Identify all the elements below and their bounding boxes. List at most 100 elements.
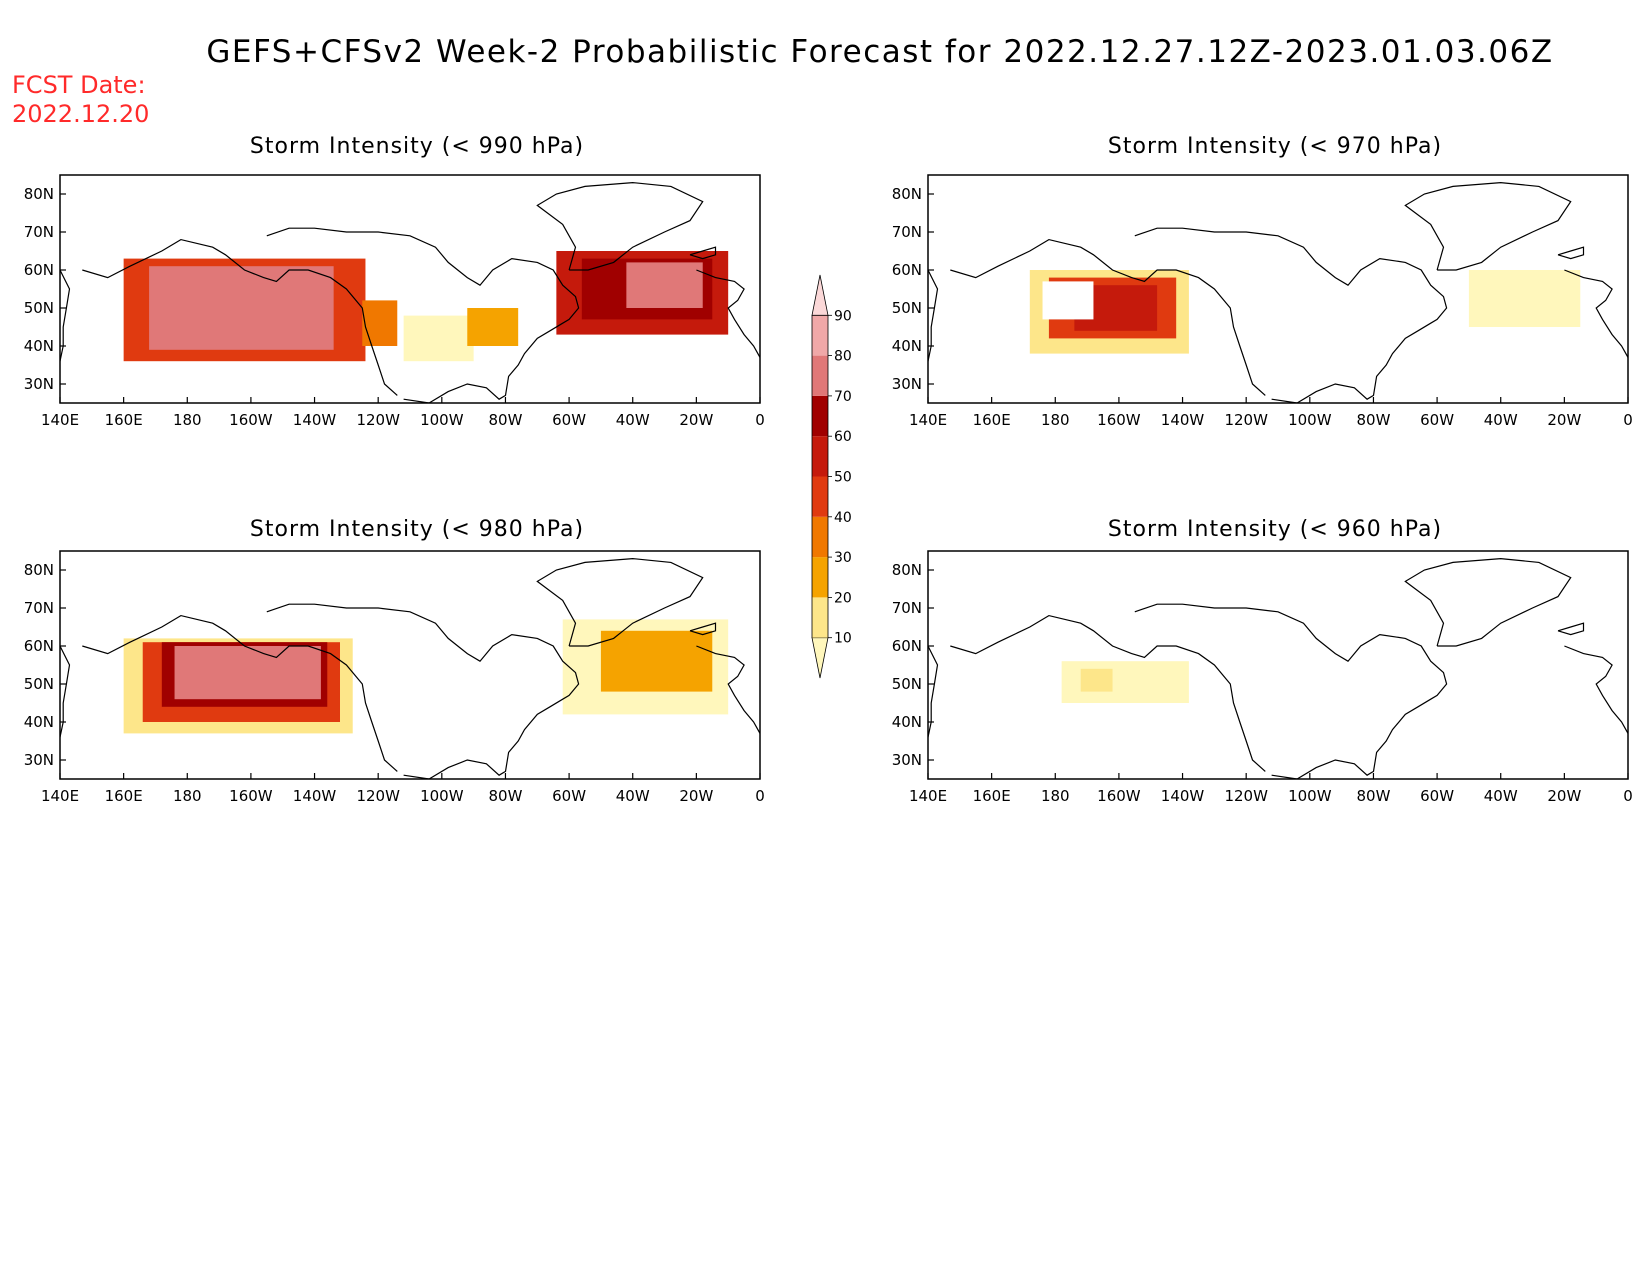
colorbar-label: 10 xyxy=(834,631,852,647)
lon-tick-label: 0 xyxy=(755,787,765,805)
lon-tick-label: 140E xyxy=(909,411,947,429)
lat-tick-label: 50N xyxy=(24,299,54,317)
coastline xyxy=(60,645,71,738)
probability-cell xyxy=(467,308,519,346)
lon-tick-label: 180 xyxy=(173,411,202,429)
colorbar-swatch xyxy=(812,395,828,437)
lon-tick-label: 100W xyxy=(1288,787,1332,805)
lat-tick-label: 60N xyxy=(892,261,922,279)
fcst-date-label: FCST Date: xyxy=(12,71,146,99)
coastline xyxy=(1134,227,1448,403)
lon-tick-label: 160E xyxy=(973,411,1011,429)
coastline xyxy=(696,645,760,734)
lon-tick-label: 60W xyxy=(1420,787,1454,805)
colorbar-swatch xyxy=(812,436,828,477)
lon-tick-label: 160W xyxy=(1097,787,1141,805)
probability-cell xyxy=(1080,668,1113,692)
lon-tick-label: 140W xyxy=(293,787,337,805)
lat-tick-label: 80N xyxy=(24,185,54,203)
probability-cell xyxy=(403,315,474,362)
lon-tick-label: 140W xyxy=(293,411,337,429)
lon-tick-label: 60W xyxy=(552,787,586,805)
fcst-date-value: 2022.12.20 xyxy=(12,100,149,128)
lon-tick-label: 60W xyxy=(1420,411,1454,429)
panel-title: Storm Intensity (< 960 hPa) xyxy=(1108,517,1442,542)
colorbar-label: 90 xyxy=(834,308,852,324)
lon-tick-label: 40W xyxy=(1484,787,1518,805)
lon-tick-label: 80W xyxy=(1356,411,1390,429)
coastline xyxy=(1404,557,1572,647)
lat-tick-label: 80N xyxy=(24,561,54,579)
lat-tick-label: 80N xyxy=(892,561,922,579)
lat-tick-label: 40N xyxy=(892,337,922,355)
coastline xyxy=(1404,181,1572,271)
lon-tick-label: 0 xyxy=(1623,411,1633,429)
coastline xyxy=(536,181,704,271)
map-frame xyxy=(927,550,1629,780)
map-panel-1: Storm Intensity (< 990 hPa) 140E 160E 180 16… xyxy=(24,134,765,429)
lon-tick-label: 20W xyxy=(1547,787,1581,805)
coastline xyxy=(1134,603,1448,779)
lon-tick-label: 20W xyxy=(679,411,713,429)
lat-tick-label: 30N xyxy=(892,751,922,769)
lon-tick-label: 140W xyxy=(1161,787,1205,805)
main-title: GEFS+CFSv2 Week-2 Probabilistic Forecast… xyxy=(206,34,1553,70)
lon-tick-label: 140E xyxy=(41,411,79,429)
probability-cell xyxy=(600,630,713,692)
coastline xyxy=(928,269,939,362)
coastline xyxy=(266,603,580,779)
lat-tick-label: 50N xyxy=(892,675,922,693)
lon-tick-label: 20W xyxy=(679,787,713,805)
panel-title: Storm Intensity (< 990 hPa) xyxy=(250,134,584,159)
probability-cell xyxy=(1468,270,1581,327)
lat-tick-label: 30N xyxy=(24,375,54,393)
lon-tick-label: 140W xyxy=(1161,411,1205,429)
lon-tick-label: 100W xyxy=(1288,411,1332,429)
lat-tick-label: 60N xyxy=(24,637,54,655)
lat-tick-label: 50N xyxy=(892,299,922,317)
colorbar-label: 60 xyxy=(834,429,852,445)
lon-tick-label: 160E xyxy=(105,787,143,805)
lat-tick-label: 30N xyxy=(24,751,54,769)
coastline xyxy=(689,246,717,260)
map-panel-2: Storm Intensity (< 970 hPa) 140E 160E 180 16… xyxy=(892,134,1633,429)
coastline xyxy=(696,269,760,358)
lon-tick-label: 100W xyxy=(420,787,464,805)
map-panel-4: Storm Intensity (< 960 hPa) 140E 160E 180 16… xyxy=(892,517,1633,805)
coastline xyxy=(689,622,717,636)
map-panel-3: Storm Intensity (< 980 hPa) 140E 160E 180 16… xyxy=(24,517,765,805)
lat-tick-label: 60N xyxy=(892,637,922,655)
lon-tick-label: 40W xyxy=(1484,411,1518,429)
map-frame xyxy=(59,550,761,780)
lon-tick-label: 100W xyxy=(420,411,464,429)
lon-tick-label: 80W xyxy=(1356,787,1390,805)
map-frame xyxy=(59,174,761,404)
lat-tick-label: 70N xyxy=(24,223,54,241)
colorbar-label: 40 xyxy=(834,510,852,526)
colorbar-swatch xyxy=(811,637,829,679)
coastline xyxy=(266,227,580,403)
colorbar-swatch xyxy=(812,557,828,598)
coastline xyxy=(536,557,704,647)
lat-tick-label: 40N xyxy=(892,713,922,731)
probability-cell xyxy=(626,262,703,308)
coastline xyxy=(928,645,939,738)
lat-tick-label: 30N xyxy=(892,375,922,393)
lat-tick-label: 70N xyxy=(24,599,54,617)
lon-tick-label: 160E xyxy=(973,787,1011,805)
probability-cell xyxy=(149,266,334,350)
coastline xyxy=(1557,622,1585,636)
lat-tick-label: 40N xyxy=(24,713,54,731)
coastline xyxy=(60,269,71,362)
probability-cell xyxy=(362,300,398,346)
lon-tick-label: 180 xyxy=(1041,787,1070,805)
map-frame xyxy=(927,174,1629,404)
lon-tick-label: 0 xyxy=(1623,787,1633,805)
coastline xyxy=(1564,645,1628,734)
lon-tick-label: 20W xyxy=(1547,411,1581,429)
lon-tick-label: 120W xyxy=(1224,787,1268,805)
colorbar-swatch xyxy=(812,597,828,638)
coastline xyxy=(82,238,398,396)
colorbar-swatch xyxy=(812,315,828,356)
